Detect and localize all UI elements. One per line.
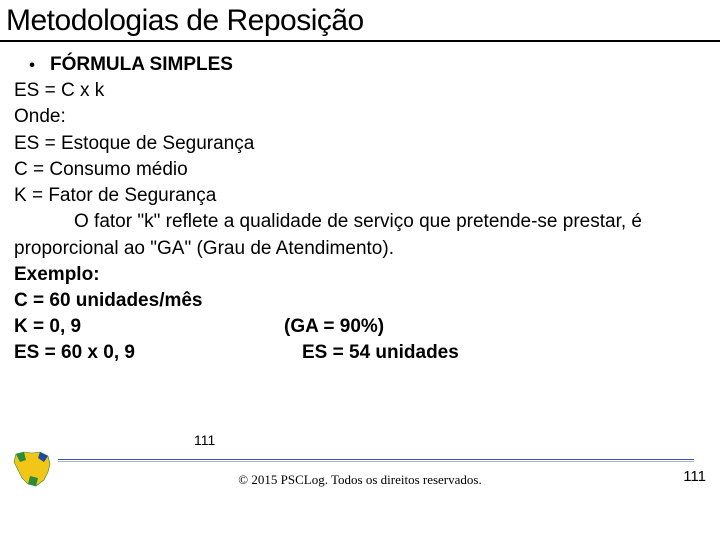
onde-line: Onde: bbox=[14, 104, 706, 130]
ex-k-row: K = 0, 9 (GA = 90%) bbox=[14, 314, 706, 340]
ex-k-left: K = 0, 9 bbox=[14, 314, 284, 340]
slide-content: • FÓRMULA SIMPLES ES = C x k Onde: ES = … bbox=[0, 42, 720, 367]
ex-c-line: C = 60 unidades/mês bbox=[14, 288, 706, 314]
formula-line: ES = C x k bbox=[14, 78, 706, 104]
copyright-text: © 2015 PSCLog. Todos os direitos reserva… bbox=[0, 472, 720, 488]
page-number-top: 111 bbox=[194, 432, 215, 448]
exemplo-label: Exemplo: bbox=[14, 262, 706, 288]
c-def-line: C = Consumo médio bbox=[14, 157, 706, 183]
ex-es-left: ES = 60 x 0, 9 bbox=[14, 340, 302, 366]
bullet-glyph: • bbox=[14, 55, 50, 77]
k-def-line: K = Fator de Segurança bbox=[14, 183, 706, 209]
es-def-line: ES = Estoque de Segurança bbox=[14, 131, 706, 157]
footer-divider-light bbox=[58, 461, 694, 462]
ex-k-right: (GA = 90%) bbox=[284, 314, 384, 340]
page-number-bottom: 111 bbox=[683, 468, 706, 485]
slide-title: Metodologias de Reposição bbox=[0, 0, 720, 42]
bullet-row: • FÓRMULA SIMPLES bbox=[14, 52, 706, 78]
k-explain-line: O fator "k" reflete a qualidade de servi… bbox=[14, 211, 642, 258]
ex-es-right: ES = 54 unidades bbox=[302, 340, 459, 366]
footer-divider-dark bbox=[58, 459, 694, 460]
bullet-label: FÓRMULA SIMPLES bbox=[50, 52, 233, 78]
ex-es-row: ES = 60 x 0, 9 ES = 54 unidades bbox=[14, 340, 706, 366]
